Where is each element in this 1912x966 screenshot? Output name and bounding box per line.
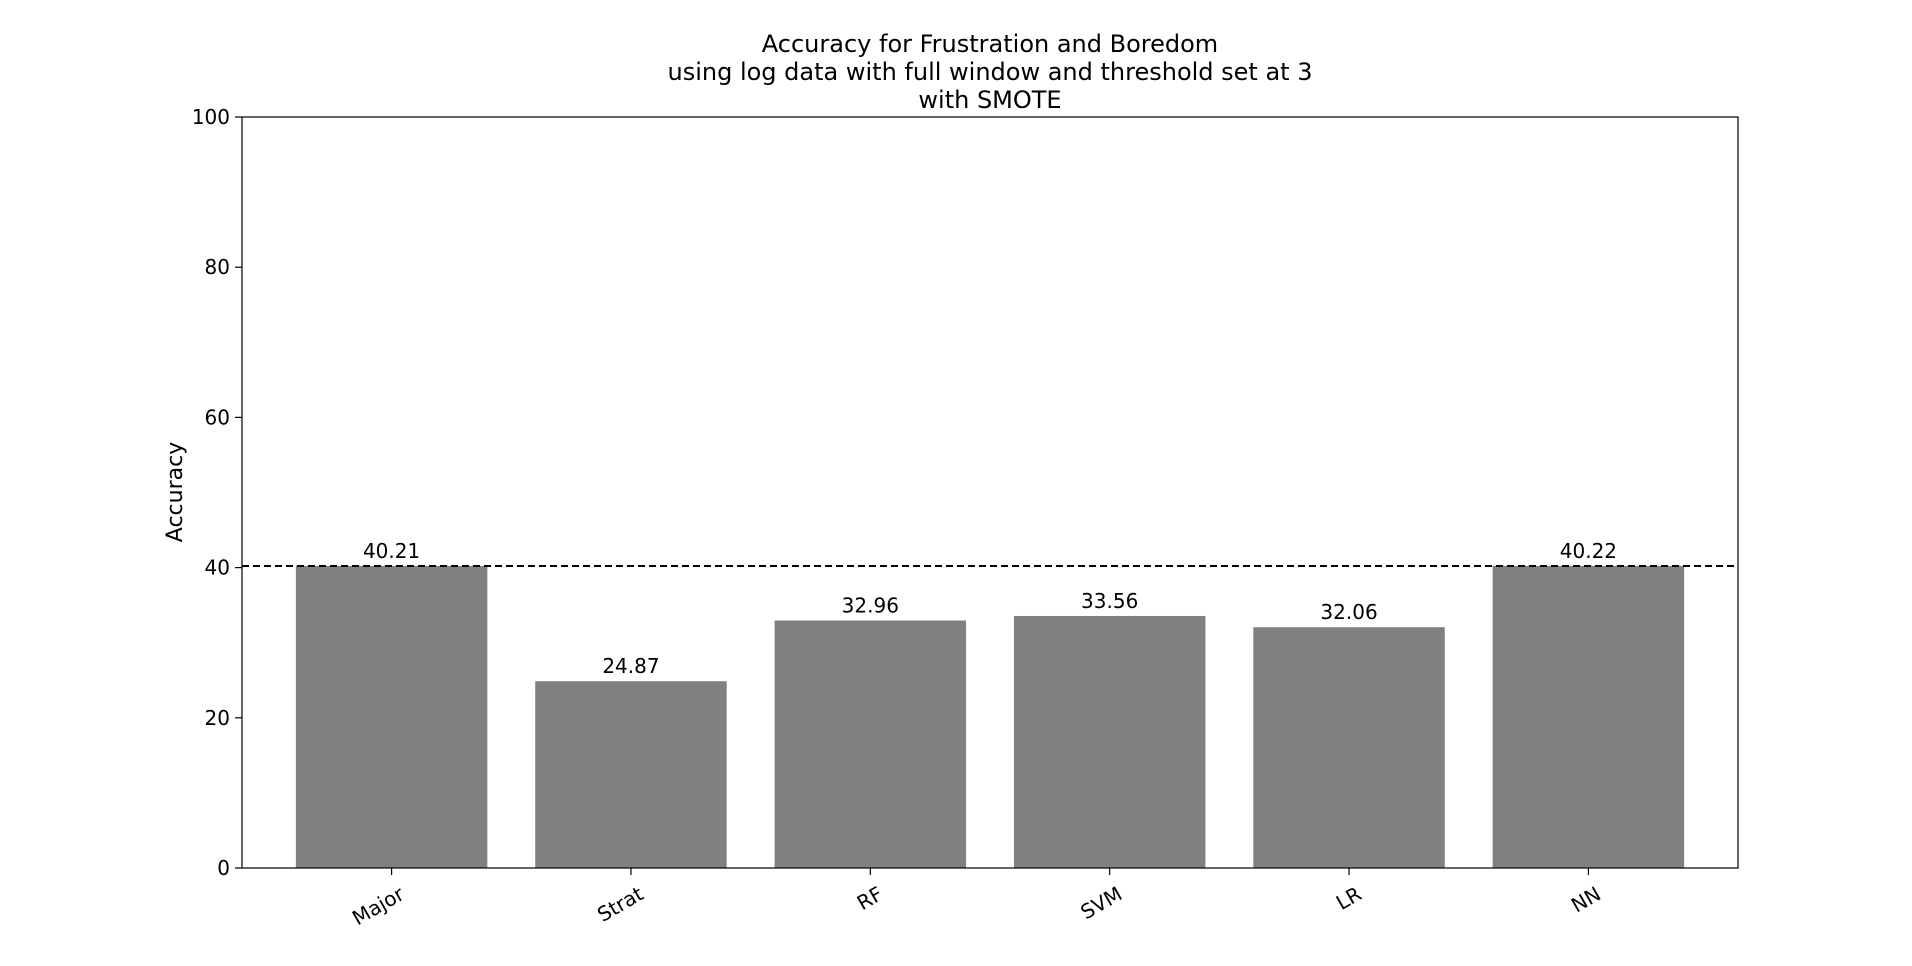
x-tick-label-nn: NN <box>1567 882 1605 918</box>
bar-nn <box>1492 565 1685 868</box>
bar-rf <box>774 620 967 868</box>
bar-svm <box>1013 615 1206 868</box>
x-tick-label-strat: Strat <box>593 881 647 926</box>
bar-value-label-major: 40.21 <box>363 539 420 563</box>
y-tick-label: 0 <box>217 856 230 880</box>
bar-lr <box>1253 627 1445 868</box>
x-tick-label-svm: SVM <box>1076 882 1126 925</box>
y-axis-label: Accuracy <box>163 442 188 542</box>
y-tick-label: 60 <box>205 405 230 429</box>
y-tick-label: 40 <box>205 556 230 580</box>
chart-title-line-1: Accuracy for Frustration and Boredom <box>762 30 1218 58</box>
y-tick-label: 20 <box>205 706 230 730</box>
y-axis: 0 20 40 60 80 100 <box>192 105 242 880</box>
bar-strat <box>535 681 727 868</box>
x-tick-label-major: Major <box>348 881 409 930</box>
bar-value-label-svm: 33.56 <box>1081 589 1138 613</box>
chart-title-line-3: with SMOTE <box>918 86 1061 114</box>
bar-value-label-strat: 24.87 <box>602 654 659 678</box>
x-axis: Major Strat RF SVM LR NN <box>348 868 1605 930</box>
y-tick-label: 80 <box>205 255 230 279</box>
bar-value-label-nn: 40.22 <box>1560 539 1617 563</box>
y-tick-label: 100 <box>192 105 230 129</box>
chart-title: Accuracy for Frustration and Boredom usi… <box>668 30 1313 114</box>
bar-major <box>295 566 488 868</box>
bar-value-label-rf: 32.96 <box>842 593 899 617</box>
plot-area-frame <box>241 116 1739 869</box>
x-tick-label-rf: RF <box>853 882 887 915</box>
chart-title-line-2: using log data with full window and thre… <box>668 58 1313 86</box>
x-tick-label-lr: LR <box>1332 881 1366 914</box>
bar-value-labels: 40.21 24.87 32.96 33.56 32.06 40.22 <box>363 539 1617 678</box>
bar-value-label-lr: 32.06 <box>1320 600 1377 624</box>
bars <box>295 565 1685 868</box>
